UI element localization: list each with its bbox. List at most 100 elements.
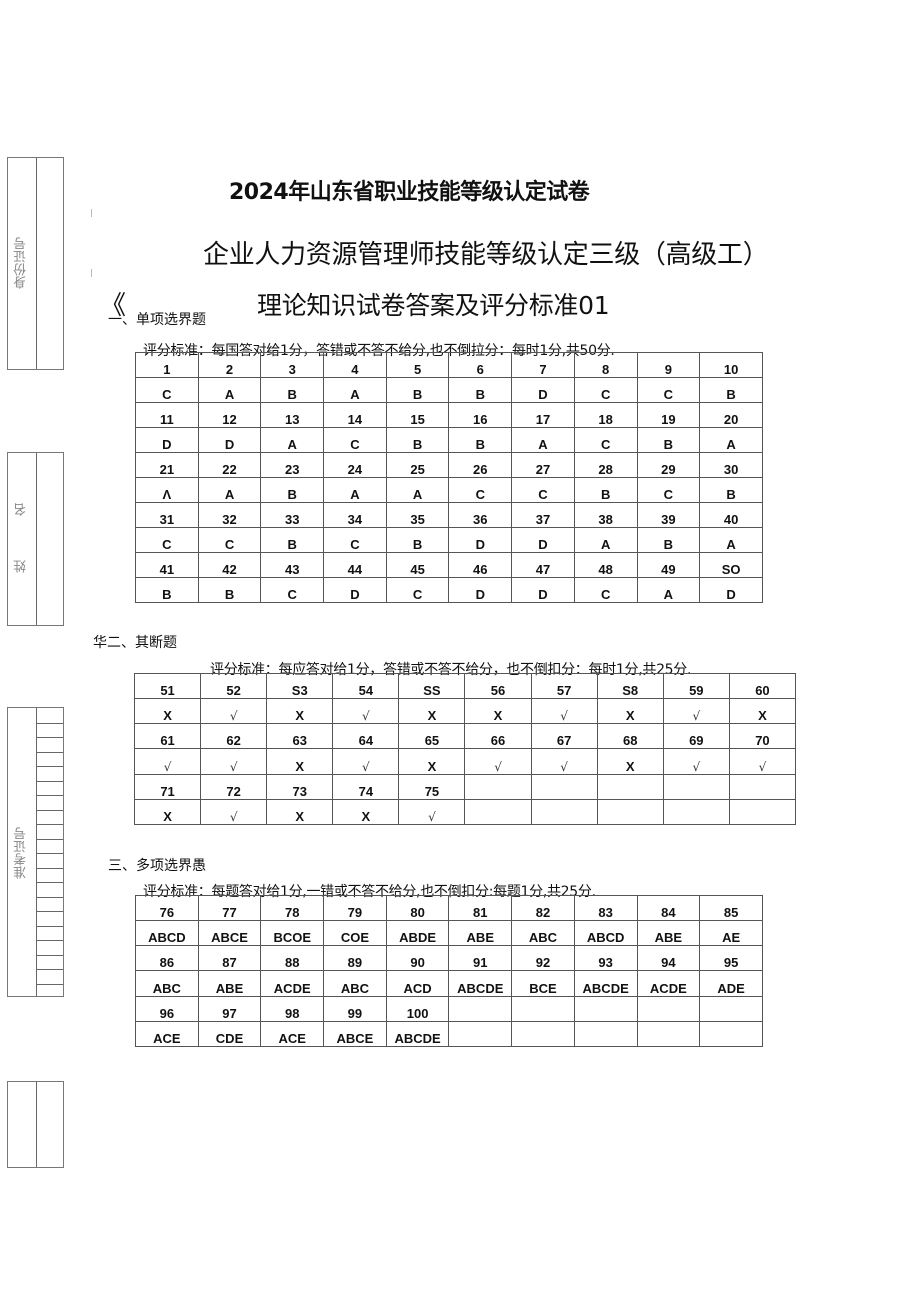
answer-cell: AE [699,920,763,947]
answer-cell: ABCDE [385,1020,450,1048]
answer-cell: C [323,527,387,553]
question-number-cell: S3 [266,672,334,700]
answer-cell: √ [398,798,466,826]
question-number-cell [448,995,513,1022]
question-number-row: 31 32 33 34 35 36 37 38 39 40 [135,502,763,528]
title-line-1: 2024年山东省职业技能等级认定试卷 [229,180,590,205]
answer-cell: √ [200,698,268,725]
question-number-cell: 42 [197,552,262,578]
answer-cell: B [448,377,513,403]
question-number-cell: 61 [133,723,202,750]
id-number-label: 身份证号 [14,237,29,289]
answer-cell: A [323,477,387,503]
question-number-cell: 31 [135,502,199,528]
question-number-cell: 37 [511,502,575,528]
question-number-cell: 52 [200,672,268,700]
answer-cell: C [323,427,387,453]
answer-row: ACE CDE ACE ABCE ABCDE [135,1020,763,1048]
question-number-cell: 3 [260,352,325,378]
answer-cell [511,1020,575,1048]
question-number-cell: 35 [385,502,450,528]
answer-cell: B [448,427,513,453]
question-number-cell: 47 [511,552,575,578]
digit-cell-line [37,882,63,883]
question-number-cell: 45 [385,552,450,578]
answer-cell: A [323,377,387,403]
answer-cell: CDE [197,1020,262,1048]
answer-cell: D [135,427,199,453]
answer-cell: B [636,427,701,453]
answer-cell: X [332,798,400,826]
question-number-cell: 29 [636,452,701,478]
question-number-cell: 11 [135,402,199,428]
question-number-cell: 67 [530,723,598,750]
bracket-mark: 《 [100,291,127,321]
answer-cell: ABCD [135,920,199,947]
answer-cell: √ [662,748,730,775]
question-number-cell: 28 [573,452,638,478]
divider [36,453,37,625]
question-number-row: 71 72 73 74 75 [133,773,797,800]
question-number-cell: 71 [133,773,202,800]
question-number-cell: 49 [636,552,701,578]
question-number-cell [662,773,730,800]
question-number-cell: 14 [323,402,387,428]
divider [36,1082,37,1167]
answer-cell: ABC [323,970,387,997]
digit-cell-line [37,795,63,796]
answer-cell: √ [662,698,730,725]
answer-cell: D [699,577,763,603]
answer-cell: √ [530,698,598,725]
question-number-cell: 40 [699,502,763,528]
question-number-cell: 87 [197,945,262,972]
question-number-cell: 12 [197,402,262,428]
answer-cell: ACE [135,1020,199,1048]
question-number-cell: 80 [385,894,450,922]
question-number-cell: 7 [511,352,575,378]
question-number-cell: 30 [699,452,763,478]
answer-cell: √ [728,748,797,775]
question-number-cell: 66 [464,723,532,750]
question-number-cell: 90 [385,945,450,972]
question-number-cell: 16 [448,402,513,428]
question-number-cell: 100 [385,995,450,1022]
question-number-cell: 89 [323,945,387,972]
answer-cell: B [636,527,701,553]
question-number-cell: 13 [260,402,325,428]
question-number-cell: 83 [573,894,638,922]
question-number-cell: 85 [699,894,763,922]
question-number-cell: 1 [135,352,199,378]
question-number-cell: 43 [260,552,325,578]
question-number-cell: 6 [448,352,513,378]
answer-cell: A [699,427,763,453]
answer-cell: X [596,748,664,775]
digit-cell-line [37,853,63,854]
question-number-cell: 48 [573,552,638,578]
id-number-box: 身份证号 [7,157,64,370]
answer-cell: B [260,377,325,403]
digit-cell-line [37,751,63,753]
digit-cell-line [37,838,63,840]
question-number-cell: 81 [448,894,513,922]
answer-cell: A [511,427,575,453]
divider [36,708,37,996]
answer-cell: ACE [260,1020,325,1048]
answer-cell: X [596,698,664,725]
question-number-cell: 20 [699,402,763,428]
question-number-cell: SO [699,552,763,578]
question-number-cell: 65 [398,723,466,750]
question-number-cell: 25 [385,452,450,478]
question-number-cell: 88 [260,945,325,972]
answer-cell: ABCD [573,920,638,947]
section3-answer-table: 76 77 78 79 80 81 82 83 84 85 ABCD ABCE BCOE COE ABDE A… [135,894,763,1048]
answer-cell: D [448,577,513,603]
answer-cell: ABCDE [448,970,513,997]
question-number-cell: 76 [135,894,199,922]
answer-cell [662,798,730,826]
question-number-cell: 34 [323,502,387,528]
digit-cell-line [37,867,63,869]
